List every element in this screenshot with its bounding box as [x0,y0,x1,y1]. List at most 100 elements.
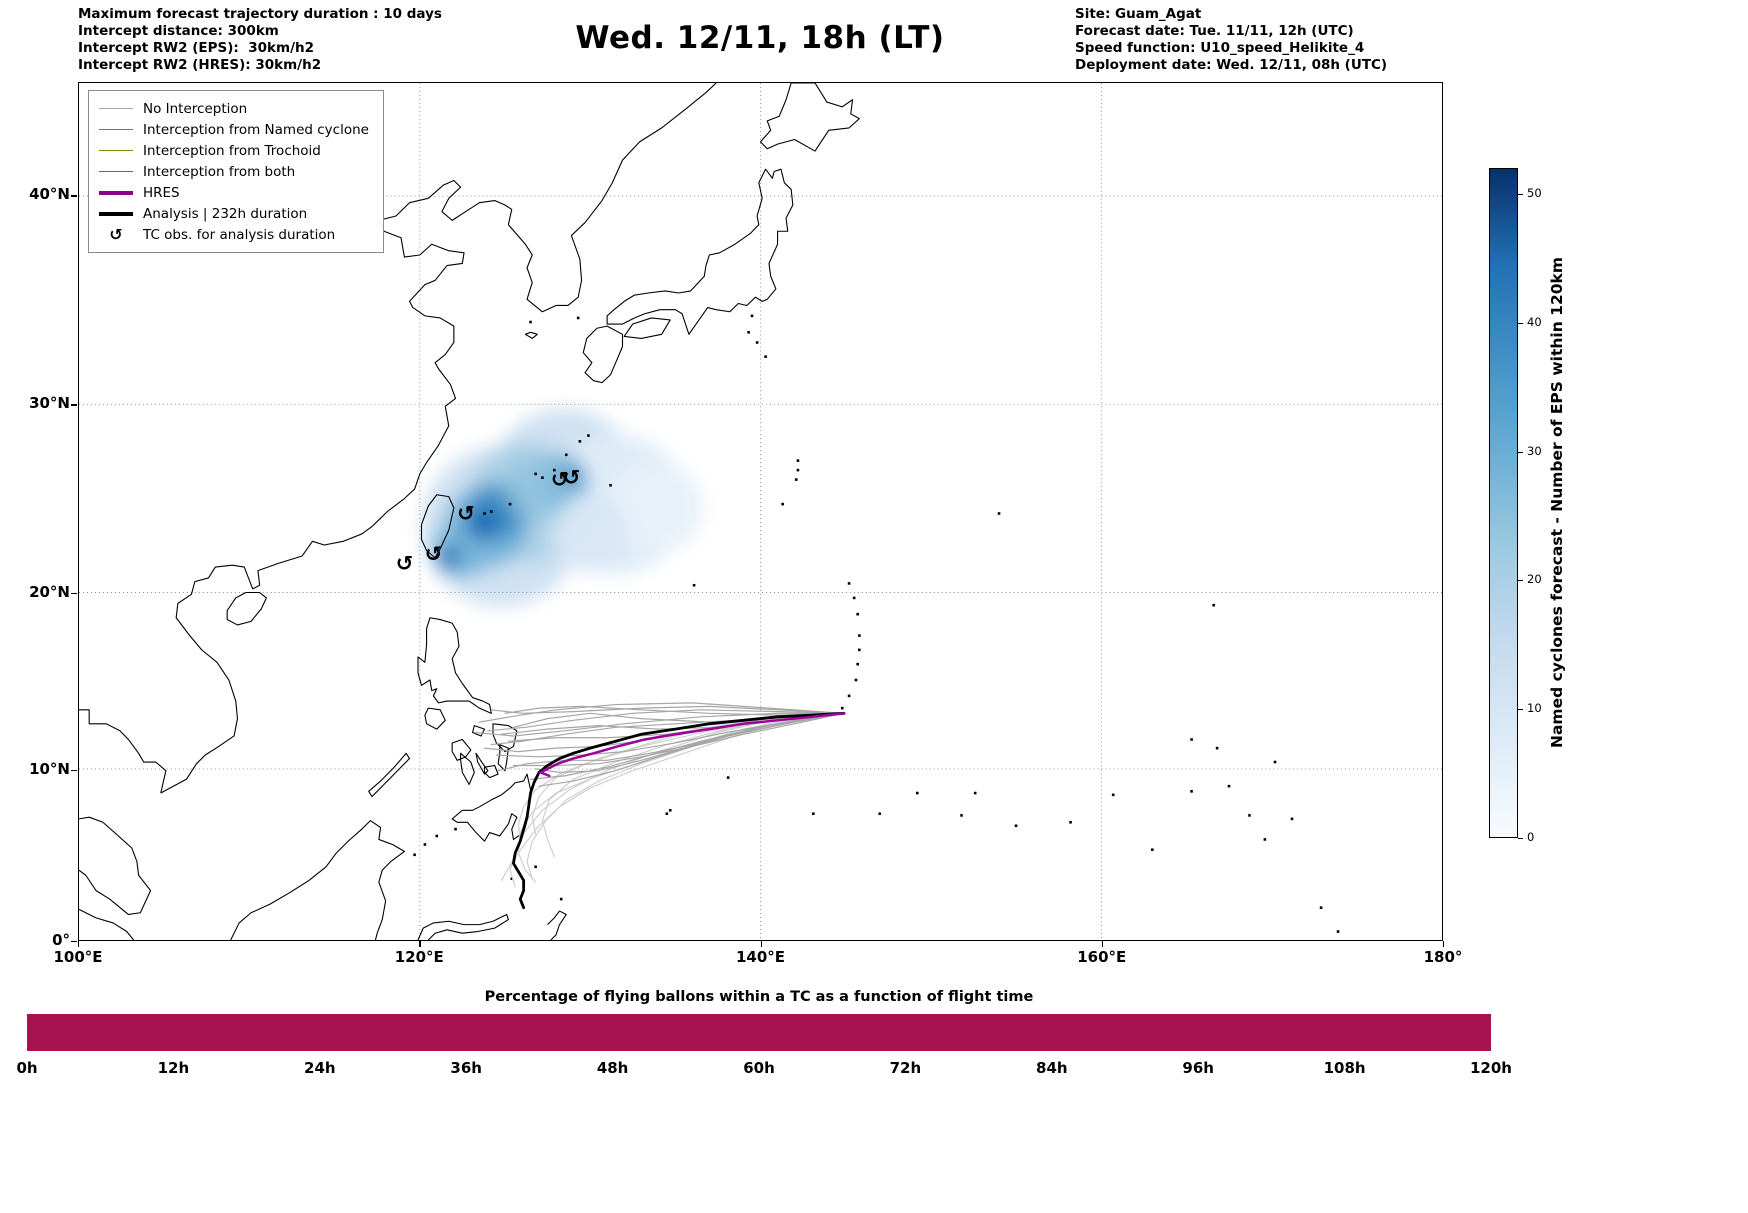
tc-symbol-icon: ↺ [109,225,123,244]
flight-time-tick-label: 120h [1470,1059,1512,1077]
lat-tick-label: 10°N [29,759,70,778]
heatmap-blob [464,504,501,541]
island-dot [1151,848,1154,852]
island-dot [847,694,851,698]
param-intercept-rw2-eps: Intercept RW2 (EPS): 30km/h2 [78,40,314,56]
island-dot [692,583,696,587]
map-canvas: ↺ ↺↺↺↺ [79,83,1442,940]
island-dot [609,483,612,487]
legend-item: HRES [99,182,369,203]
param-intercept-rw2-hres: Intercept RW2 (HRES): 30km/h2 [78,57,322,73]
lon-tick [760,941,762,947]
island-dot [878,812,882,815]
info-forecast-date: Forecast date: Tue. 11/11, 12h (UTC) [1075,23,1354,39]
coastline-jeju [524,331,538,339]
legend-line-sample [99,170,133,173]
info-site: Site: Guam_Agat [1075,6,1202,22]
coastline-samar [492,723,518,753]
coastline-palawan [368,752,411,798]
island-dot [1069,820,1072,824]
island-dot [1212,603,1216,607]
flight-time-tick-label: 12h [157,1059,190,1077]
coastline-kyushu [582,325,624,384]
ensemble-track [517,712,845,842]
island-dot [840,706,844,710]
ensemble-track [497,712,845,772]
ensemble-track [487,709,845,732]
map-legend: No Interception Interception from Named c… [88,90,384,253]
tc-obs-marker: ↺ [396,551,414,575]
info-deployment-date: Deployment date: Wed. 12/11, 08h (UTC) [1075,57,1388,73]
map-panel: ↺ ↺ ↺ ↺ ↺ No Interception Interception from N… [78,82,1443,941]
ensemble-track [538,712,845,787]
legend-line [99,107,133,110]
coastline-leyte [497,744,509,772]
lon-tick [1443,941,1445,947]
coastline-gulf-of-thailand [79,709,167,794]
lon-tick-label: 120°E [394,948,444,966]
island-dot [1319,906,1323,909]
island-dot [559,897,563,901]
island-dot [435,834,439,838]
legend-line-sample [99,149,133,152]
tc-obs-marker: ↺ [563,466,581,490]
colorbar-tick [1518,580,1523,582]
island-dot [665,812,669,815]
island-dot [847,582,851,585]
flight-time-tick-label: 108h [1323,1059,1366,1077]
heatmap-blob [503,455,572,523]
island-dot [796,468,800,472]
legend-line [99,170,133,173]
island-dot [764,355,767,358]
legend-line [99,190,133,195]
lat-tick [71,592,77,595]
legend-item: ↺ TC obs. for analysis duration [99,224,369,245]
info-speed-function: Speed function: U10_speed_Helikite_4 [1075,40,1365,56]
lon-tick-label: 160°E [1077,948,1127,966]
colorbar-label: Named cyclones forecast - Number of EPS … [1548,257,1566,749]
site-info: Site: Guam_Agat Forecast date: Tue. 11/1… [1075,6,1387,74]
coastline-mindoro [424,707,446,730]
lon-tick [1101,941,1104,947]
lon-tick-label: 180° [1423,948,1463,966]
colorbar-tick [1518,322,1523,324]
legend-label: Interception from Trochoid [143,142,321,159]
island-dot [469,508,473,512]
coastline-shikoku [623,317,671,339]
legend-line-sample [99,190,133,195]
param-intercept-distance: Intercept distance: 300km [78,23,279,39]
flight-time-tick-label: 24h [304,1059,336,1077]
island-dot [726,776,730,779]
coastline-taiwan [420,494,455,559]
ensemble-track [490,705,845,714]
lat-tick-label: 0° [52,931,70,949]
island-dot [1290,817,1294,821]
param-max-duration: Maximum forecast trajectory duration : 1… [78,6,442,22]
legend-line [99,128,133,131]
ensemble-track [535,712,845,773]
heatmap-blob [613,463,704,553]
island-dot [454,827,457,831]
island-dot [578,440,582,443]
legend-label: TC obs. for analysis duration [143,226,336,243]
ensemble-track [512,712,845,767]
colorbar-tick [1518,451,1523,453]
lat-tick-label: 20°N [29,582,70,601]
island-dot [489,510,493,513]
legend-label: No Interception [143,100,248,117]
island-dot [997,512,1001,515]
island-dot [541,476,544,479]
legend-label: Interception from Named cyclone [143,121,369,138]
island-dot [856,612,859,616]
coastline-bohol [483,764,499,779]
lat-tick [71,769,77,771]
legend-item: No Interception [99,98,369,119]
bottom-chart-title: Percentage of flying ballons within a TC… [484,989,1034,1005]
tc-obs-marker: ↺ [457,501,475,525]
hres-track [537,712,846,778]
island-dot [587,434,590,437]
island-dot [508,502,512,506]
island-dot [553,468,556,472]
colorbar-tick [1518,838,1523,840]
